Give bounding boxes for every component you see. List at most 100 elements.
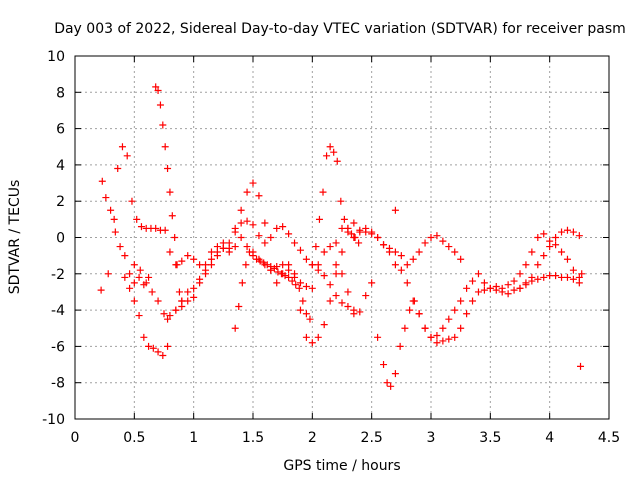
y-tick-label: 8 xyxy=(56,85,65,101)
data-point xyxy=(219,244,227,252)
data-point xyxy=(374,333,382,341)
data-point xyxy=(474,270,482,278)
data-point xyxy=(184,288,192,296)
data-point xyxy=(439,337,447,345)
data-point xyxy=(326,243,334,251)
data-point xyxy=(98,177,106,185)
data-point xyxy=(166,188,174,196)
data-point xyxy=(97,286,105,294)
data-point xyxy=(161,226,169,234)
data-point xyxy=(260,259,268,267)
data-point xyxy=(380,241,388,249)
data-point xyxy=(403,279,411,287)
data-point xyxy=(401,324,409,332)
data-point xyxy=(207,261,215,269)
data-point xyxy=(340,215,348,223)
data-point xyxy=(498,288,506,296)
data-point xyxy=(409,297,417,305)
data-point xyxy=(242,261,250,269)
data-point xyxy=(391,370,399,378)
data-point xyxy=(445,335,453,343)
data-point xyxy=(326,281,334,289)
data-point xyxy=(267,263,275,271)
data-point xyxy=(243,243,251,251)
data-point xyxy=(231,324,239,332)
data-point xyxy=(451,248,459,256)
data-point xyxy=(306,315,314,323)
data-point xyxy=(159,121,167,129)
data-point xyxy=(546,243,554,251)
data-point xyxy=(190,284,198,292)
data-point xyxy=(569,228,577,236)
data-point xyxy=(148,288,156,296)
data-point xyxy=(171,234,179,241)
data-point xyxy=(279,261,287,269)
data-point xyxy=(133,215,141,223)
data-point xyxy=(528,277,536,285)
data-point xyxy=(558,273,566,281)
data-point xyxy=(235,302,243,310)
data-point xyxy=(168,212,176,220)
data-point xyxy=(463,310,471,318)
data-point xyxy=(320,272,328,280)
data-point xyxy=(575,279,583,287)
data-point xyxy=(154,297,162,305)
data-point xyxy=(577,362,585,370)
data-point xyxy=(338,299,346,307)
series-track-f xyxy=(164,217,358,323)
data-point xyxy=(355,239,363,247)
data-point xyxy=(480,279,488,287)
data-point xyxy=(114,165,122,173)
data-point xyxy=(312,243,320,251)
x-tick-label: 0.5 xyxy=(123,430,145,446)
data-point xyxy=(569,275,577,283)
data-point xyxy=(457,324,465,332)
data-point xyxy=(350,219,358,227)
data-point xyxy=(421,324,429,332)
data-point xyxy=(326,297,334,305)
data-point xyxy=(166,312,174,320)
data-point xyxy=(190,255,198,263)
data-point xyxy=(469,277,477,285)
series-track-g xyxy=(231,248,314,332)
data-point xyxy=(332,239,340,247)
y-tick-label: 10 xyxy=(47,49,65,65)
data-point xyxy=(202,270,210,278)
axis-ticks: 0 0.5 1 1.5 2 2.5 3 3.5 4 4.5 -10 -8 -6 -4 -2 0 2 4 6 8 10 xyxy=(42,49,620,446)
data-point xyxy=(563,273,571,281)
data-point xyxy=(510,277,518,285)
x-tick-label: 2.5 xyxy=(361,430,383,446)
y-tick-label: 6 xyxy=(56,122,65,138)
data-point xyxy=(270,264,278,272)
series-track-d xyxy=(98,177,153,289)
data-point xyxy=(563,255,571,263)
data-point xyxy=(292,281,300,289)
data-point xyxy=(253,255,261,263)
data-point xyxy=(102,194,110,202)
data-point xyxy=(184,252,192,260)
data-point xyxy=(558,248,566,256)
data-point xyxy=(255,192,263,200)
x-tick-label: 2 xyxy=(308,430,317,446)
data-point xyxy=(291,239,299,247)
data-point xyxy=(320,248,328,256)
data-point xyxy=(302,283,310,291)
data-point xyxy=(463,284,471,292)
data-point xyxy=(166,248,174,256)
data-point xyxy=(243,188,251,196)
data-point xyxy=(445,315,453,323)
series-track-e xyxy=(121,273,172,359)
chart-title: Day 003 of 2022, Sidereal Day-to-day VTE… xyxy=(54,21,626,37)
data-point xyxy=(528,248,536,256)
series-track-h xyxy=(308,143,363,269)
data-point xyxy=(273,224,281,232)
data-point xyxy=(261,239,269,247)
data-point xyxy=(391,206,399,214)
data-point xyxy=(140,333,148,341)
data-point xyxy=(190,293,198,301)
data-point xyxy=(504,290,512,298)
y-tick-label: -2 xyxy=(51,267,65,283)
data-point xyxy=(451,333,459,341)
data-point xyxy=(344,302,352,310)
